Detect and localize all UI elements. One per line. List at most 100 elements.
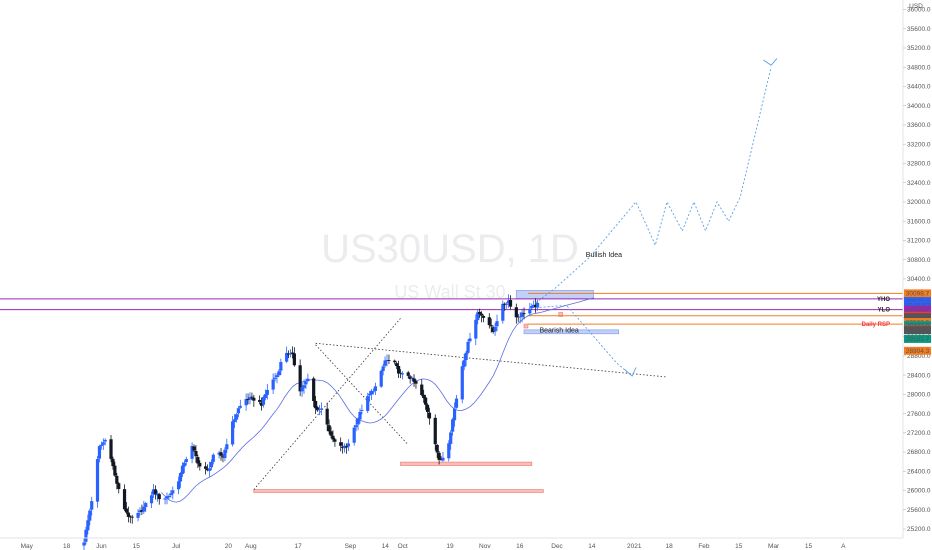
candle-87[interactable] xyxy=(315,406,320,412)
candle-59[interactable] xyxy=(238,399,242,409)
candle-31[interactable] xyxy=(165,492,169,505)
candle-96[interactable] xyxy=(341,442,345,454)
candle-74[interactable] xyxy=(279,358,283,376)
candle-23[interactable] xyxy=(142,500,146,514)
moving-average-line[interactable] xyxy=(160,297,594,503)
candle-141[interactable] xyxy=(462,354,466,371)
candle-69[interactable] xyxy=(265,383,269,400)
candle-48[interactable] xyxy=(209,459,213,471)
candle-97[interactable] xyxy=(342,443,347,453)
candle-5[interactable] xyxy=(95,456,100,508)
candle-6[interactable] xyxy=(97,444,102,463)
candle-101[interactable] xyxy=(354,418,358,432)
candle-24[interactable] xyxy=(144,501,148,512)
candle-148[interactable] xyxy=(479,311,484,323)
candle-14[interactable] xyxy=(117,482,121,494)
candle-104[interactable] xyxy=(360,404,364,415)
candle-91[interactable] xyxy=(327,419,331,435)
candle-30[interactable] xyxy=(163,497,167,505)
candle-81[interactable] xyxy=(300,382,304,397)
candle-8[interactable] xyxy=(101,438,105,450)
candle-166[interactable] xyxy=(530,303,534,310)
candle-47[interactable] xyxy=(207,461,212,477)
candle-137[interactable] xyxy=(451,417,455,436)
candle-107[interactable] xyxy=(369,388,374,400)
candle-157[interactable] xyxy=(505,302,509,309)
candle-21[interactable] xyxy=(138,507,142,516)
resistance-zone-blue[interactable] xyxy=(515,290,594,300)
candle-98[interactable] xyxy=(344,443,349,454)
candle-109[interactable] xyxy=(373,382,378,395)
candle-86[interactable] xyxy=(314,396,318,415)
candle-124[interactable] xyxy=(414,379,418,389)
candle-115[interactable] xyxy=(393,359,397,365)
candle-62[interactable] xyxy=(248,392,252,405)
candle-169[interactable] xyxy=(535,299,540,311)
candle-51[interactable] xyxy=(219,447,223,461)
candle-70[interactable] xyxy=(271,373,275,394)
candle-78[interactable] xyxy=(290,346,295,359)
candle-112[interactable] xyxy=(383,356,387,368)
candle-56[interactable] xyxy=(232,414,237,429)
candle-121[interactable] xyxy=(408,374,412,384)
candle-106[interactable] xyxy=(368,390,372,402)
candle-110[interactable] xyxy=(379,369,383,388)
candle-54[interactable] xyxy=(225,438,229,453)
candle-120[interactable] xyxy=(406,370,410,379)
candle-18[interactable] xyxy=(128,515,132,524)
candle-114[interactable] xyxy=(387,354,391,364)
candle-119[interactable] xyxy=(400,371,405,380)
candle-43[interactable] xyxy=(196,454,200,468)
candle-46[interactable] xyxy=(205,464,210,472)
candle-90[interactable] xyxy=(325,402,329,432)
candle-39[interactable] xyxy=(184,456,188,466)
candle-158[interactable] xyxy=(507,294,511,308)
candle-80[interactable] xyxy=(298,359,302,397)
bearish-projection-path[interactable] xyxy=(535,304,633,377)
candle-63[interactable] xyxy=(250,392,254,401)
candle-164[interactable] xyxy=(522,307,526,320)
candle-103[interactable] xyxy=(358,408,362,424)
candle-79[interactable] xyxy=(292,347,296,367)
candle-88[interactable] xyxy=(317,404,322,416)
candle-163[interactable] xyxy=(520,308,524,323)
candle-165[interactable] xyxy=(528,302,532,316)
candle-128[interactable] xyxy=(425,403,430,418)
candle-134[interactable] xyxy=(441,451,445,462)
candle-0[interactable] xyxy=(82,537,86,550)
candle-4[interactable] xyxy=(90,496,94,516)
candle-34[interactable] xyxy=(171,486,175,500)
candle-100[interactable] xyxy=(352,425,356,446)
candle-160[interactable] xyxy=(514,303,518,324)
candle-28[interactable] xyxy=(155,490,159,502)
candle-35[interactable] xyxy=(176,476,181,495)
candle-84[interactable] xyxy=(306,373,310,383)
candle-64[interactable] xyxy=(252,394,256,407)
candle-127[interactable] xyxy=(424,394,428,410)
candle-19[interactable] xyxy=(130,514,134,524)
candle-58[interactable] xyxy=(236,406,240,418)
candle-57[interactable] xyxy=(234,413,239,423)
candle-76[interactable] xyxy=(286,350,291,358)
support-zone-upper[interactable] xyxy=(400,461,533,466)
candle-152[interactable] xyxy=(491,325,495,334)
candle-117[interactable] xyxy=(396,360,401,379)
candle-146[interactable] xyxy=(476,309,480,325)
candle-93[interactable] xyxy=(331,430,335,443)
candle-44[interactable] xyxy=(198,460,202,471)
candle-32[interactable] xyxy=(167,494,171,500)
candle-153[interactable] xyxy=(493,323,497,336)
candle-36[interactable] xyxy=(178,472,183,488)
candle-125[interactable] xyxy=(420,379,424,397)
candle-7[interactable] xyxy=(99,441,103,450)
candle-9[interactable] xyxy=(103,438,107,446)
candle-108[interactable] xyxy=(371,388,376,395)
candle-68[interactable] xyxy=(263,389,268,401)
candle-73[interactable] xyxy=(277,369,281,377)
candle-156[interactable] xyxy=(503,302,507,311)
candle-138[interactable] xyxy=(452,402,457,427)
candle-26[interactable] xyxy=(151,484,156,498)
candle-12[interactable] xyxy=(113,461,117,477)
